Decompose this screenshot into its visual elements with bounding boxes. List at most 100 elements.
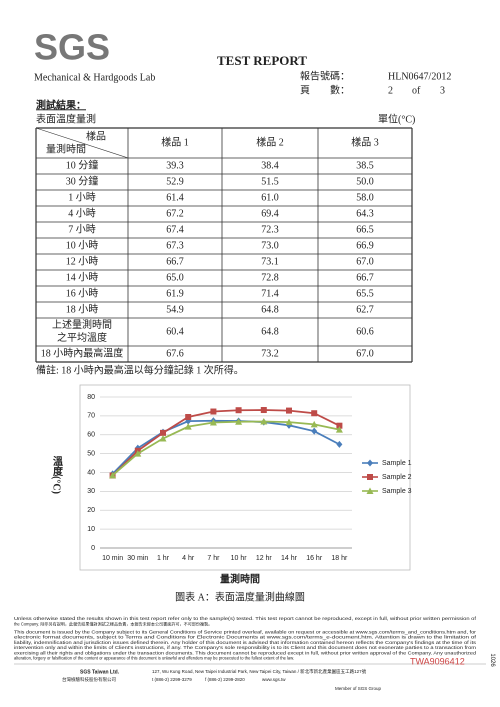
series-line (111, 419, 340, 475)
table-unit: 單位(°C) (378, 112, 415, 125)
x-tick-label: 4 hr (182, 555, 195, 562)
cell: 67.3 (166, 240, 184, 251)
cell: 38.4 (261, 160, 279, 171)
data-point (159, 435, 167, 442)
row-label: 10 分鐘 (66, 158, 99, 171)
cell: 64.8 (261, 304, 279, 315)
table-caption: 表面溫度量測 (36, 112, 96, 125)
data-point (335, 426, 343, 433)
corner-top: 樣品 (86, 129, 106, 142)
side-number: 1026 (489, 653, 495, 667)
y-tick-label: 80 (87, 394, 95, 401)
data-point (336, 440, 343, 448)
row-label: 1 小時 (68, 191, 96, 203)
cell: 73.2 (261, 348, 279, 359)
cell: 50.0 (356, 176, 374, 187)
company-zh: 台灣檢驗科技股份有限公司 (62, 676, 116, 683)
x-tick-label: 10 hr (231, 555, 248, 562)
column-header: 樣品 1 (161, 135, 189, 148)
cell: 61.9 (166, 288, 184, 299)
chart-caption: 圖表 A：表面溫度量測曲線圖 (175, 590, 305, 603)
cell: 66.9 (356, 240, 374, 251)
y-tick-label: 60 (87, 432, 95, 439)
disclaimer-line: the Company. 除非另有說明，此報告結果僅對測試之樣品負責，本報告未經… (14, 620, 212, 626)
data-point (285, 418, 293, 426)
data-point (310, 420, 318, 428)
row-label: 16 小時 (66, 287, 99, 299)
cell: 64.8 (261, 326, 279, 337)
x-tick-label: 14 hr (281, 555, 298, 562)
column-header: 樣品 3 (351, 135, 379, 148)
cell: 72.3 (261, 224, 279, 235)
corner-bottom: 量測時間 (46, 142, 86, 155)
legend-marker (367, 474, 373, 480)
row-label: 10 小時 (66, 239, 99, 251)
phone: t (886-2) 2299-3279 (152, 677, 192, 682)
x-tick-label: 10 min (102, 555, 123, 562)
series-line (112, 420, 340, 477)
cell: 61.4 (166, 192, 184, 203)
disclaimer-line: Unless otherwise stated the results show… (14, 616, 477, 621)
y-tick-label: 50 (87, 450, 95, 457)
y-tick-label: 40 (87, 469, 95, 476)
data-point (235, 407, 242, 414)
disclaimer-line: electronic format documents, subject to … (14, 635, 477, 640)
row-label: 18 小時 (66, 303, 99, 315)
legend-marker (367, 459, 373, 467)
y-tick-label: 10 (87, 526, 95, 533)
row-label: 7 小時 (68, 223, 96, 235)
disclaimer-line: intervention only and within the limits … (14, 645, 477, 650)
cell: 65.0 (166, 272, 184, 283)
data-point (311, 410, 318, 417)
table-note: 備註: 18 小時內最高溫以每分鐘記錄 1 次所得。 (36, 363, 244, 376)
y-tick-label: 70 (87, 413, 95, 420)
x-tick-label: 16 hr (306, 555, 323, 562)
cell: 69.4 (261, 208, 279, 219)
report-title: TEST REPORT (217, 53, 307, 68)
page-total: 3 (440, 85, 445, 96)
data-point (210, 408, 217, 415)
cell: 38.5 (356, 160, 374, 171)
cell: 60.6 (356, 326, 374, 337)
report-no-label: 報告號碼： (300, 69, 350, 82)
data-point (311, 427, 318, 435)
data-point (235, 418, 243, 425)
section-title: 測試結果： (36, 98, 86, 111)
cell: 39.3 (166, 160, 184, 171)
legend-marker (366, 487, 374, 494)
disclaimer-line: This document is issued by the Company s… (14, 629, 477, 634)
disclaimer-line: exercising all their rights and obligati… (14, 650, 477, 655)
web: www.sgs.tw (262, 677, 286, 682)
cell: 67.0 (356, 348, 374, 359)
x-tick-label: 30 min (127, 555, 148, 562)
x-tick-label: 12 hr (256, 555, 273, 562)
data-point (134, 450, 142, 457)
cell: 67.6 (166, 348, 184, 359)
table-rule (35, 127, 129, 159)
member: Member of SGS Group (335, 686, 382, 691)
disclaimer-line: liability, indemnification and jurisdict… (14, 640, 476, 645)
row-label: 14 小時 (66, 271, 99, 283)
logo: SGS (34, 27, 110, 68)
legend-label: Sample 2 (382, 474, 412, 481)
company: SGS Taiwan Ltd. (80, 669, 120, 675)
row-label: 30 分鐘 (66, 174, 99, 187)
chart-frame (79, 384, 411, 571)
data-point (185, 414, 192, 421)
address: 127, Wu Kung Road, New Taipei Industrial… (152, 668, 367, 675)
data-point (286, 407, 292, 414)
row-label: 上述量測時間 (52, 318, 112, 331)
cell: 73.0 (261, 240, 279, 251)
y-tick-label: 0 (91, 545, 95, 552)
data-point (109, 471, 117, 479)
cell: 51.5 (261, 176, 279, 187)
legend-label: Sample 3 (382, 488, 412, 495)
cell: 60.4 (166, 326, 184, 337)
cell: 54.9 (166, 304, 184, 315)
stamp: TWA9096412 (410, 656, 465, 666)
cell: 73.1 (261, 256, 279, 267)
column-header: 樣品 2 (256, 135, 284, 148)
cell: 71.4 (261, 288, 279, 299)
lab-name: Mechanical & Hardgoods Lab (34, 72, 155, 83)
